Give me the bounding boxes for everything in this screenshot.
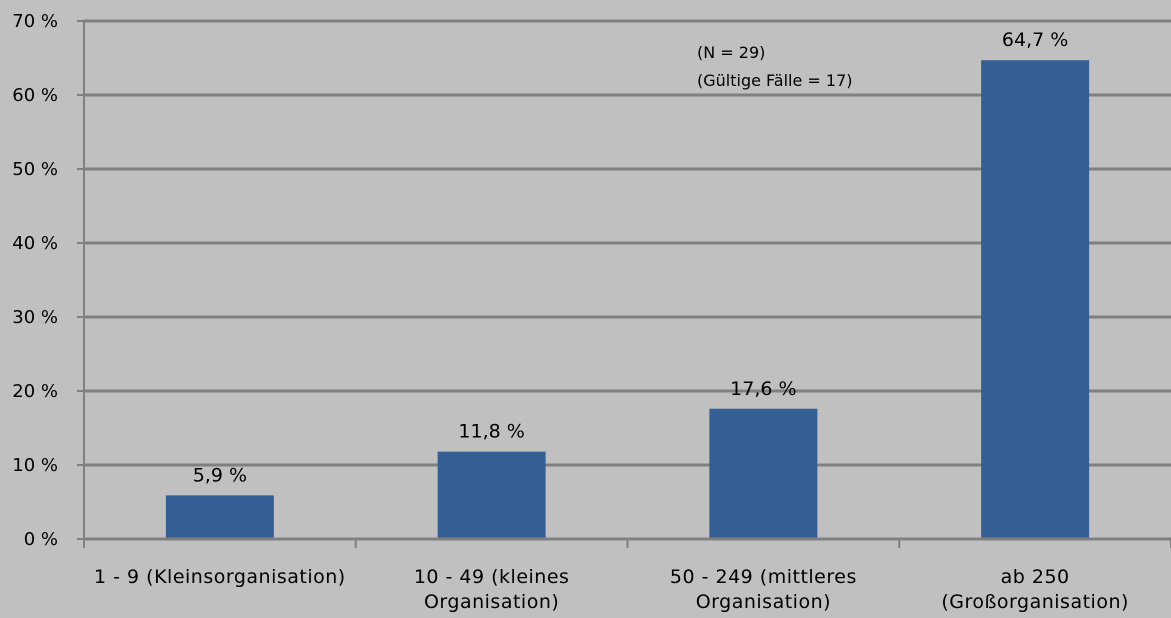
bar	[981, 60, 1090, 539]
category-label: ab 250 (Großorganisation)	[941, 566, 1129, 613]
x-axis: 1 - 9 (Kleinsorganisation) 10 - 49 (klein…	[83, 537, 1171, 613]
category-label-line: 1 - 9 (Kleinsorganisation)	[94, 566, 346, 588]
data-label: 17,6 %	[730, 378, 796, 400]
y-tick-label: 60 %	[12, 85, 58, 106]
category-label-line: ab 250	[1001, 566, 1070, 588]
category-label: 1 - 9 (Kleinsorganisation)	[94, 566, 346, 588]
y-tick-label: 50 %	[12, 159, 58, 180]
y-tick-label: 40 %	[12, 233, 58, 254]
note-line-2: (Gültige Fälle = 17)	[697, 71, 852, 90]
bar	[165, 495, 274, 539]
bars: 5,9 % 11,8 % 17,6 % 64,7 %	[165, 29, 1090, 539]
category-label: 50 - 249 (mittleres Organisation)	[670, 566, 857, 613]
data-label: 5,9 %	[193, 464, 247, 486]
category-label-line: Organisation)	[424, 591, 559, 613]
y-tick-label: 30 %	[12, 307, 58, 328]
data-label: 64,7 %	[1002, 29, 1068, 51]
y-tick-label: 70 %	[12, 11, 58, 32]
data-label: 11,8 %	[458, 421, 524, 443]
category-label-line: 10 - 49 (kleines	[414, 566, 570, 588]
y-axis: 0 % 10 % 20 % 30 % 40 % 50 % 60 % 70 %	[12, 11, 85, 550]
category-label-line: Organisation)	[696, 591, 831, 613]
y-tick-label: 20 %	[12, 381, 58, 402]
category-label-line: (Großorganisation)	[941, 591, 1129, 613]
sample-size-note: (N = 29) (Gültige Fälle = 17)	[697, 43, 852, 90]
note-line-1: (N = 29)	[697, 43, 765, 62]
category-label-line: 50 - 249 (mittleres	[670, 566, 857, 588]
bar	[709, 408, 818, 539]
y-tick-label: 10 %	[12, 455, 58, 476]
bar	[437, 451, 546, 539]
y-tick-label: 0 %	[24, 529, 58, 550]
category-label: 10 - 49 (kleines Organisation)	[414, 566, 570, 613]
gridlines	[84, 19, 1171, 467]
